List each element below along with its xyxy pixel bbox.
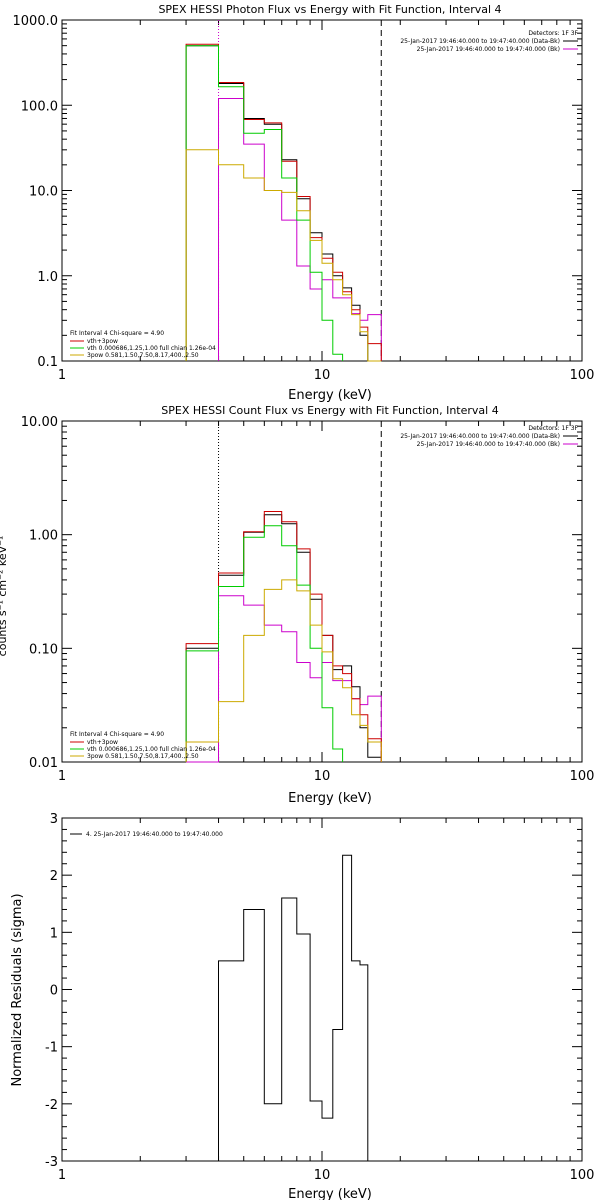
y-tick-label: 1000.0 [13,14,59,29]
y-tick-label: -1 [45,1041,58,1056]
y-tick-label: 10.0 [29,185,58,200]
y-tick-label: 10.00 [21,415,58,430]
residuals-panel: Energy (keV) Normalized Residuals (sigma… [10,812,594,1200]
series-residuals [218,854,382,1162]
y-tick-label: 3 [50,812,58,827]
chart-title: SPEX HESSI Photon Flux vs Energy with Fi… [158,3,501,16]
y-axis-label: counts s⁻¹ cm⁻² keV⁻¹ [0,536,9,657]
y-tick-label: 0.1 [37,355,58,370]
x-tick-label: 10 [314,368,331,383]
legend-bk: 25-Jan-2017 19:46:40.000 to 19:47:40.000… [417,46,560,53]
legend-data-bk: 25-Jan-2017 19:46:40.000 to 19:47:40.000… [400,38,560,45]
plot-area: 1 10 100 0.1 1.0 10.0 100.0 1000.0 [13,14,595,383]
chart-title: SPEX HESSI Count Flux vs Energy with Fit… [161,404,498,417]
legend-bk: 25-Jan-2017 19:46:40.000 to 19:47:40.000… [417,441,560,448]
legend-detectors: Detectors: 1F 3F [528,425,578,432]
y-tick-label: 0.01 [29,756,58,771]
y-tick-label: 2 [50,869,58,884]
y-tick-label: -2 [45,1098,58,1113]
count-flux-panel: SPEX HESSI Count Flux vs Energy with Fit… [0,404,594,806]
plot-area: 1 10 100 -3 -2 -1 0 1 2 3 [45,812,594,1183]
y-tick-label: 0.10 [29,642,58,657]
x-axis-label: Energy (keV) [288,388,372,403]
plot-area: 1 10 100 0.01 0.10 1.00 10.00 [21,415,595,784]
y-tick-label: -3 [45,1155,58,1170]
x-tick-label: 1 [58,769,66,784]
legend-detectors: Detectors: 1F 3F [528,30,578,37]
fit-legend-vth: vth 0.000686,1.25,1.00 full chian 1.26e-… [87,746,216,753]
x-axis-label: Energy (keV) [288,1187,372,1200]
fit-legend-total: vth+3pow [87,338,118,345]
series-3pow [185,579,382,762]
residual-legend: 4. 25-Jan-2017 19:46:40.000 to 19:47:40.… [86,831,223,838]
fit-legend-header: Fit Interval 4 Chi-square = 4.90 [70,330,164,337]
x-tick-label: 100 [570,1168,595,1183]
x-tick-label: 100 [570,368,595,383]
x-tick-label: 10 [314,1168,331,1183]
series-3pow [185,149,382,362]
x-tick-label: 1 [58,368,66,383]
x-axis-label: Energy (keV) [288,791,372,806]
x-tick-label: 10 [314,769,331,784]
y-tick-label: 0 [50,984,58,999]
photon-flux-panel: SPEX HESSI Photon Flux vs Energy with Fi… [13,3,595,403]
x-tick-label: 1 [58,1168,66,1183]
fit-legend-total: vth+3pow [87,739,118,746]
series-vth [185,525,344,762]
fit-legend-vth: vth 0.000686,1.25,1.00 full chian 1.26e-… [87,345,216,352]
y-tick-label: 1 [50,926,58,941]
y-tick-label: 1.0 [37,270,58,285]
fit-legend-3pow: 3pow 0.581,1.50,7.50,8.17,400.,2.50 [87,753,199,760]
y-tick-label: 1.00 [29,529,58,544]
fit-legend-header: Fit Interval 4 Chi-square = 4.90 [70,731,164,738]
series-vth [185,45,344,361]
fit-legend-3pow: 3pow 0.581,1.50,7.50,8.17,400.,2.50 [87,352,199,359]
x-tick-label: 100 [570,769,595,784]
legend-data-bk: 25-Jan-2017 19:46:40.000 to 19:47:40.000… [400,433,560,440]
y-tick-label: 100.0 [21,99,58,114]
y-axis-label: Normalized Residuals (sigma) [10,893,25,1086]
